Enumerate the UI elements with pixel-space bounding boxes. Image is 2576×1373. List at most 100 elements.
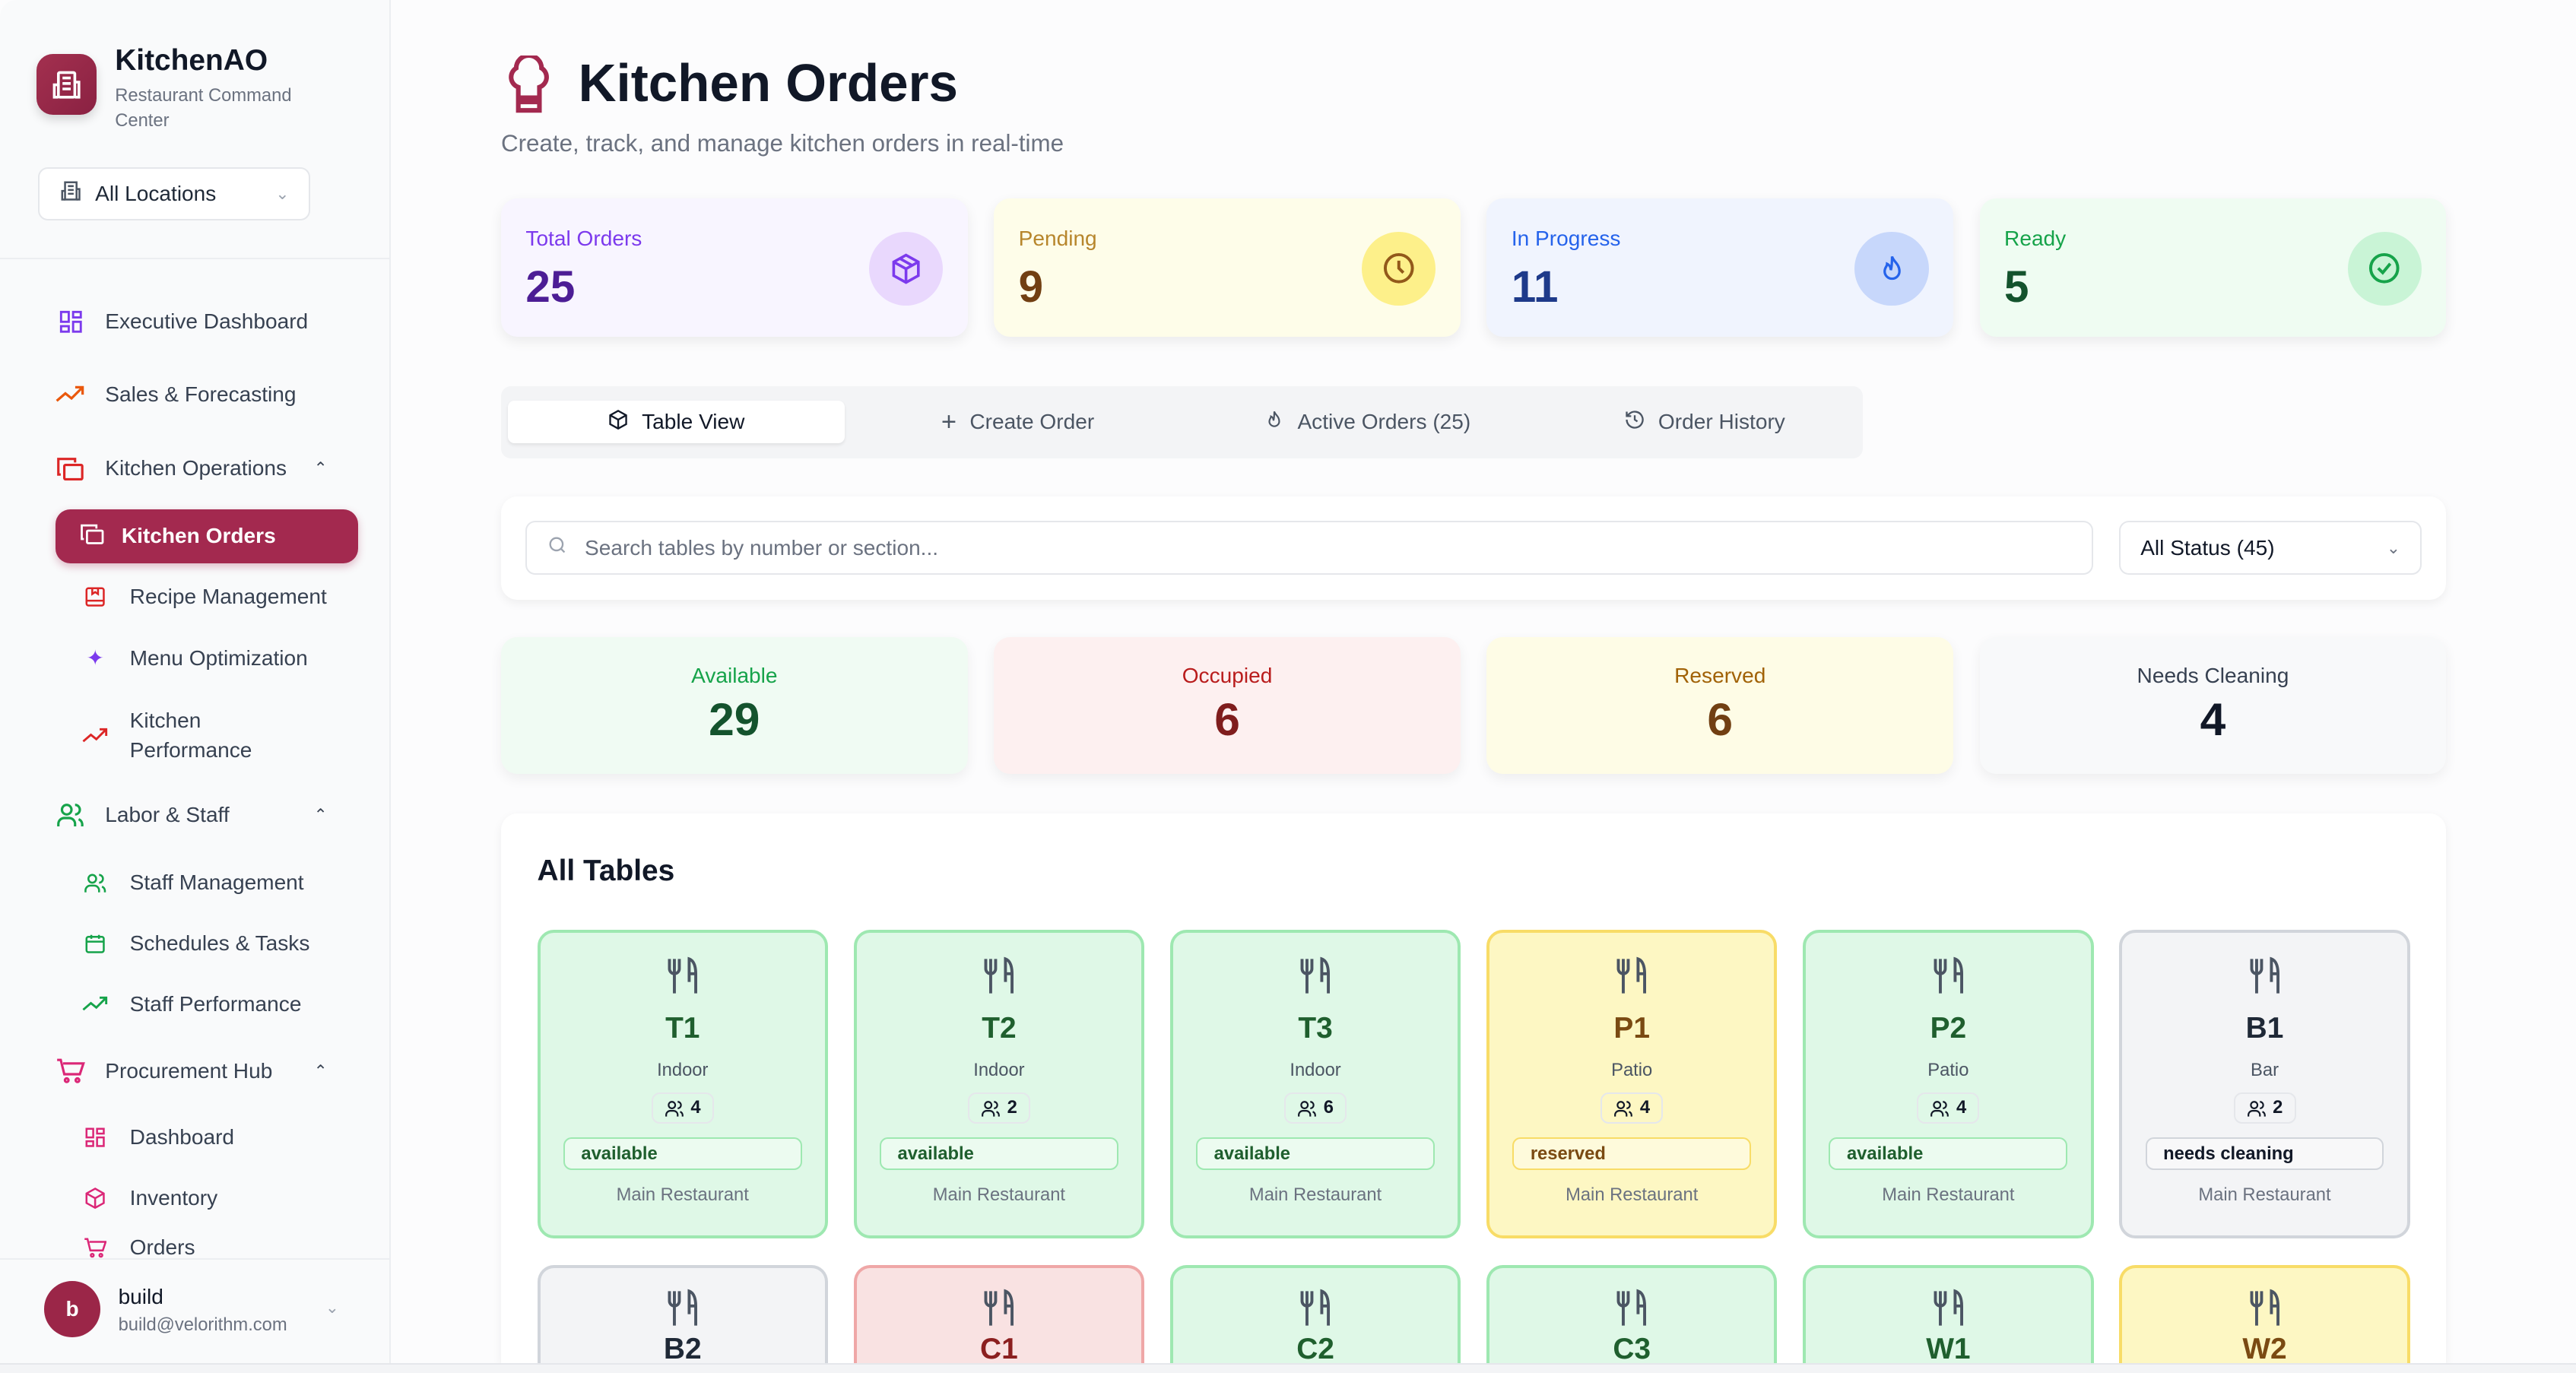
location-select[interactable]: All Locations ⌄ <box>37 167 311 220</box>
status-badge: reserved <box>1512 1137 1752 1170</box>
package-icon <box>81 1187 110 1210</box>
search-input[interactable]: Search tables by number or section... <box>525 520 2093 576</box>
tab-active-orders[interactable]: Active Orders (25) <box>1199 401 1536 443</box>
tab-table-view[interactable]: Table View <box>507 401 845 444</box>
users-icon <box>81 872 110 893</box>
nav-inventory[interactable]: Inventory <box>81 1186 217 1210</box>
table-card[interactable]: P1 Patio 4 reserved Main Restaurant <box>1486 929 1778 1239</box>
bottom-edge <box>0 1363 2576 1373</box>
table-card[interactable]: C1 <box>853 1264 1145 1364</box>
table-card[interactable]: T1 Indoor 4 available Main Restaurant <box>537 929 828 1239</box>
nav-menu-optimization[interactable]: ✦ Menu Optimization <box>81 645 308 671</box>
summary-label: Occupied <box>1182 663 1273 687</box>
check-circle-icon <box>2347 231 2422 306</box>
nav-label: Staff Management <box>129 870 304 895</box>
summary-available: Available 29 <box>501 637 968 774</box>
stat-in-progress: In Progress 11 <box>1486 198 1954 337</box>
table-card[interactable]: T3 Indoor 6 available Main Restaurant <box>1169 929 1461 1239</box>
users-icon <box>2247 1100 2266 1117</box>
status-badge: available <box>879 1137 1118 1170</box>
table-card[interactable]: B1 Bar 2 needs cleaning Main Restaurant <box>2119 929 2410 1239</box>
nav-label: Staff Performance <box>129 992 302 1016</box>
nav-staff-performance[interactable]: Staff Performance <box>81 992 302 1016</box>
table-number: P2 <box>1930 1011 1967 1045</box>
nav-staff-management[interactable]: Staff Management <box>81 870 304 895</box>
nav-procurement-hub[interactable]: Procurement Hub ⌃ <box>56 1057 328 1084</box>
status-badge: needs cleaning <box>2145 1137 2384 1170</box>
utensils-icon <box>1489 1288 1774 1327</box>
capacity-value: 4 <box>1956 1097 1967 1118</box>
table-location: Main Restaurant <box>616 1184 749 1206</box>
layout-grid-icon <box>81 1126 110 1149</box>
flame-icon <box>1854 231 1929 306</box>
nav-orders[interactable]: Orders <box>81 1235 195 1260</box>
nav-label: Kitchen Orders <box>121 524 276 548</box>
chevron-up-icon[interactable]: ⌃ <box>313 1061 328 1080</box>
nav-label: Inventory <box>129 1186 218 1210</box>
trending-up-icon <box>56 383 85 406</box>
table-card[interactable]: W2 <box>2119 1264 2410 1364</box>
nav-schedules-tasks[interactable]: Schedules & Tasks <box>81 931 310 956</box>
table-number: C3 <box>1613 1333 1651 1366</box>
chef-hat-icon <box>503 53 555 122</box>
chevron-up-icon[interactable]: ⌃ <box>313 804 328 824</box>
table-number: B2 <box>663 1333 702 1366</box>
nav-label: Procurement Hub <box>105 1058 273 1083</box>
logo-building-icon <box>36 54 97 116</box>
utensils-icon <box>1806 1288 2090 1327</box>
capacity-value: 2 <box>1007 1097 1017 1118</box>
table-card[interactable]: C3 <box>1486 1264 1778 1366</box>
nav-executive-dashboard[interactable]: Executive Dashboard <box>56 309 308 335</box>
table-location: Main Restaurant <box>2198 1184 2331 1206</box>
search-placeholder: Search tables by number or section... <box>585 535 939 560</box>
users-icon <box>982 1100 1000 1117</box>
layout-grid-icon <box>56 309 85 335</box>
avatar[interactable]: b <box>44 1281 100 1337</box>
kitchen-screens-icon <box>56 455 85 482</box>
stat-value: 25 <box>525 262 576 312</box>
tab-create-order[interactable]: + Create Order <box>849 401 1186 443</box>
table-card[interactable]: C2 <box>1169 1264 1461 1364</box>
table-card[interactable]: W1 <box>1803 1264 2094 1364</box>
nav-label: Kitchen Operations <box>105 455 287 480</box>
users-icon <box>665 1100 684 1117</box>
capacity-badge: 6 <box>1284 1092 1347 1124</box>
chevron-up-icon[interactable]: ⌃ <box>313 458 328 477</box>
users-icon <box>56 801 85 828</box>
chevron-down-icon: ⌄ <box>2386 537 2400 557</box>
shopping-cart-icon <box>81 1237 110 1258</box>
table-card[interactable]: T2 Indoor 2 available Main Restaurant <box>853 929 1145 1239</box>
table-location: Main Restaurant <box>1882 1184 2015 1206</box>
nav-kitchen-operations[interactable]: Kitchen Operations ⌃ <box>56 455 328 482</box>
status-badge: available <box>1196 1137 1436 1170</box>
page-title: Kitchen Orders <box>578 53 958 113</box>
nav-sales-forecasting[interactable]: Sales & Forecasting <box>56 382 297 407</box>
summary-reserved: Reserved 6 <box>1486 637 1954 774</box>
table-number: P1 <box>1613 1011 1650 1045</box>
nav-label: Schedules & Tasks <box>129 931 310 956</box>
status-filter-select[interactable]: All Status (45) ⌄ <box>2119 520 2422 576</box>
user-email: build@velorithm.com <box>118 1314 287 1335</box>
table-number: B1 <box>2245 1011 2284 1045</box>
nav-labor-staff[interactable]: Labor & Staff ⌃ <box>56 801 328 828</box>
summary-value: 6 <box>1707 693 1734 746</box>
location-select-value: All Locations <box>95 181 217 205</box>
table-card[interactable]: P2 Patio 4 available Main Restaurant <box>1803 929 2094 1239</box>
nav-label: Dashboard <box>129 1125 235 1149</box>
stat-ready: Ready 5 <box>1979 198 2447 337</box>
nav-label: Sales & Forecasting <box>105 382 297 407</box>
nav-kitchen-performance[interactable]: Kitchen Performance <box>81 706 252 766</box>
table-card[interactable]: B2 <box>537 1264 828 1366</box>
capacity-value: 2 <box>2273 1097 2283 1118</box>
chevron-down-icon[interactable]: ⌄ <box>325 1297 339 1317</box>
calendar-icon <box>81 932 110 955</box>
nav-label: Menu Optimization <box>129 645 308 670</box>
all-tables-card: All Tables T1 Indoor 4 available Main Re… <box>501 813 2447 1366</box>
nav-dashboard[interactable]: Dashboard <box>81 1125 234 1149</box>
table-number: T1 <box>665 1011 700 1045</box>
tab-order-history[interactable]: Order History <box>1536 401 1873 443</box>
app-name: KitchenAO <box>115 44 268 78</box>
nav-kitchen-orders[interactable]: Kitchen Orders <box>56 509 359 564</box>
nav-label-line: Kitchen <box>129 709 201 733</box>
nav-recipe-management[interactable]: Recipe Management <box>81 585 327 609</box>
